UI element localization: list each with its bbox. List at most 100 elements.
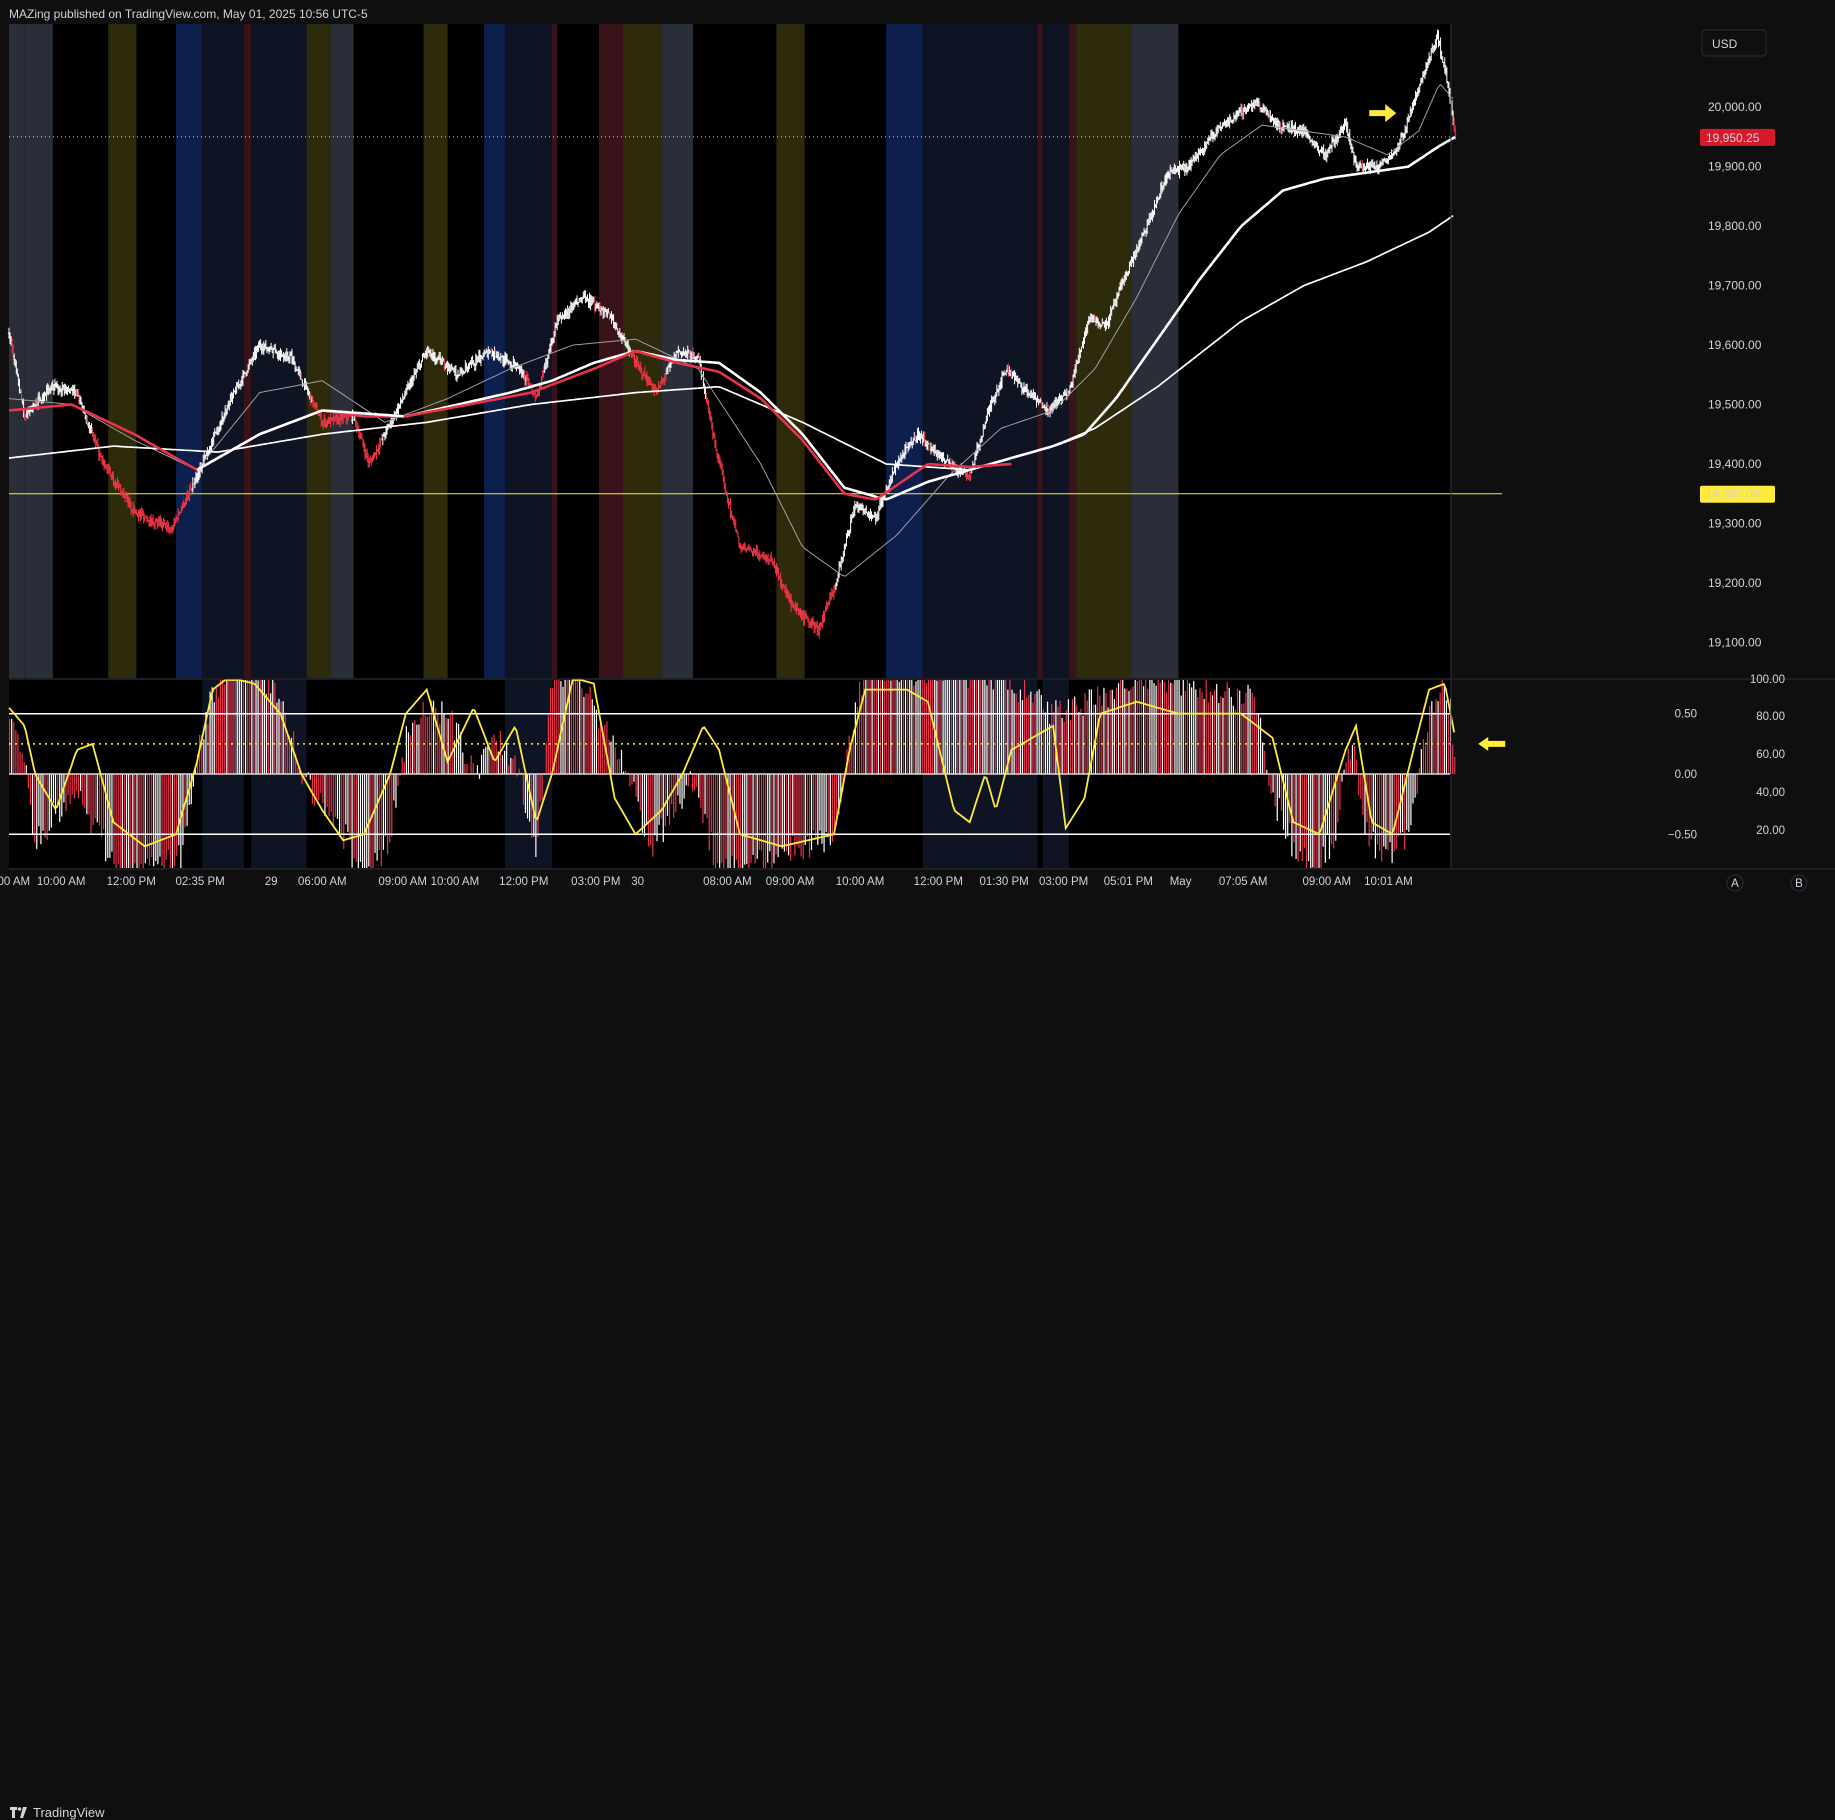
oscillator-bar <box>1117 683 1120 774</box>
oscillator-bar <box>1124 688 1126 774</box>
oscillator-bar <box>1312 774 1314 868</box>
oscillator-bar <box>134 774 136 864</box>
oscillator-bar <box>1343 769 1345 774</box>
oscillator-bar <box>589 686 591 774</box>
oscillator-bar <box>535 774 537 857</box>
oscillator-bar <box>1274 774 1276 807</box>
auto-scale-button[interactable] <box>1726 874 1744 892</box>
arrow-right-icon <box>1369 104 1397 123</box>
oscillator-bar <box>169 774 172 868</box>
oscillator-bar <box>1443 687 1445 774</box>
oscillator-bar <box>742 774 744 868</box>
price-chart[interactable]: 19,100.00 19,200.00 19,300.00 19,400.00 19,5… <box>0 0 1835 899</box>
oscillator-bar <box>612 735 614 774</box>
oscillator-bar <box>483 748 485 774</box>
oscillator-level-label: 0.00 <box>1675 769 1697 781</box>
oscillator-bar <box>9 718 11 774</box>
oscillator-bar <box>211 687 213 774</box>
oscillator-bar <box>518 768 520 774</box>
oscillator-bar <box>1326 774 1328 835</box>
oscillator-bar <box>781 774 783 849</box>
currency-button[interactable] <box>1701 29 1767 57</box>
oscillator-bar <box>36 774 38 849</box>
oscillator-bar <box>631 774 633 785</box>
oscillator-bar <box>1122 680 1124 774</box>
oscillator-bar <box>349 774 351 840</box>
oscillator-bar <box>1381 774 1383 862</box>
oscillator-bar <box>11 718 13 774</box>
tradingview-brand[interactable]: TradingView <box>10 1805 105 1820</box>
oscillator-bar <box>25 765 27 774</box>
oscillator-bar <box>729 774 731 868</box>
oscillator-bar <box>524 774 527 814</box>
oscillator-bar <box>489 749 491 774</box>
oscillator-bar <box>671 774 673 805</box>
oscillator-bar <box>407 732 410 774</box>
oscillator-bar <box>988 680 990 774</box>
oscillator-bar <box>384 774 387 836</box>
oscillator-bar <box>992 689 994 774</box>
oscillator-bar <box>767 774 769 863</box>
oscillator-bar <box>1303 774 1306 849</box>
oscillator-bar <box>1224 691 1226 774</box>
oscillator-bar <box>654 774 656 836</box>
oscillator-bar <box>1395 774 1397 850</box>
time-tick-label: 12:00 PM <box>914 876 963 888</box>
session-band <box>330 24 354 678</box>
oscillator-bar <box>192 774 194 787</box>
oscillator-bar <box>148 774 151 866</box>
oscillator-bar <box>90 774 92 835</box>
oscillator-bar <box>1053 712 1055 774</box>
oscillator-bar <box>1109 690 1111 774</box>
oscillator-bar <box>171 774 174 868</box>
oscillator-bar <box>1374 774 1377 859</box>
oscillator-bar <box>867 680 869 774</box>
oscillator-bar <box>1105 693 1107 774</box>
oscillator-bar <box>1360 774 1362 799</box>
oscillator-bar <box>888 680 890 774</box>
oscillator-bar <box>336 774 339 819</box>
oscillator-bar <box>123 774 126 868</box>
log-scale-button[interactable] <box>1790 874 1808 892</box>
oscillator-bar <box>21 753 23 774</box>
oscillator-bar <box>418 724 420 774</box>
oscillator-bar <box>353 774 355 859</box>
oscillator-bar <box>1391 774 1393 864</box>
oscillator-bar <box>1318 774 1320 868</box>
oscillator-bar <box>176 774 178 856</box>
oscillator-bar <box>927 680 930 774</box>
chart-footer: TradingView <box>0 899 1835 1820</box>
oscillator-bar <box>967 688 969 774</box>
oscillator-bar <box>1028 695 1030 774</box>
oscillator-bar <box>1055 700 1057 774</box>
oscillator-bar <box>57 774 59 808</box>
time-tick-label: 10:00 AM <box>836 876 885 888</box>
oscillator-bar <box>1021 700 1024 774</box>
oscillator-bar <box>990 680 992 774</box>
oscillator-bar <box>364 774 366 868</box>
oscillator-bar <box>604 724 606 774</box>
oscillator-bar <box>946 680 948 774</box>
oscillator-bar <box>1345 762 1347 774</box>
oscillator-bar <box>1320 774 1322 868</box>
oscillator-bar <box>785 774 788 852</box>
oscillator-bar <box>19 751 21 774</box>
oscillator-bar <box>643 774 646 837</box>
oscillator-bar <box>1280 774 1283 811</box>
oscillator-bar <box>441 701 443 774</box>
oscillator-bar <box>731 774 733 857</box>
oscillator-bar <box>247 680 249 774</box>
oscillator-bar <box>689 771 692 774</box>
oscillator-bar <box>115 774 117 868</box>
oscillator-bar <box>650 774 652 846</box>
oscillator-bar <box>896 680 898 774</box>
oscillator-bar <box>585 693 587 774</box>
oscillator-bar <box>756 774 758 859</box>
oscillator-bar <box>595 709 598 774</box>
oscillator-bar <box>366 774 368 868</box>
oscillator-bar <box>1143 686 1145 774</box>
currency-button-label: USD <box>1712 37 1738 51</box>
oscillator-bar <box>1067 699 1070 774</box>
oscillator-bar <box>1297 774 1299 862</box>
oscillator-bar <box>485 746 487 774</box>
